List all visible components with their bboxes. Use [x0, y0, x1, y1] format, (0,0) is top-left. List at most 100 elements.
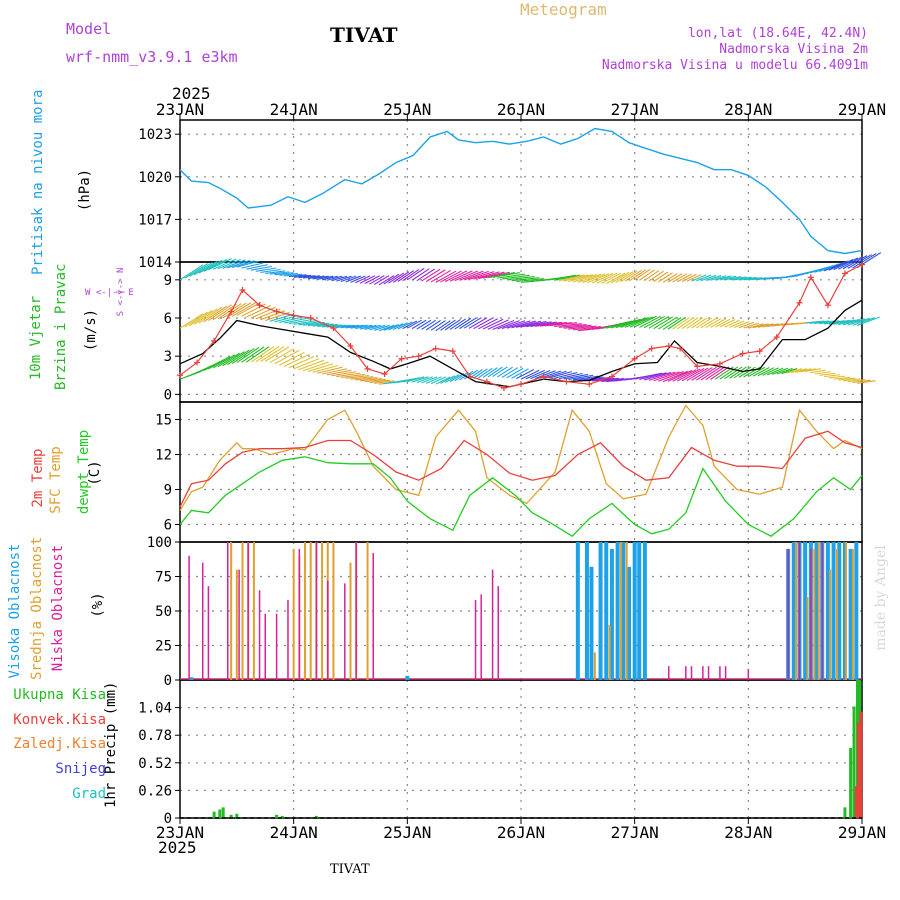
wind-barb [449, 270, 473, 282]
wind-barb [463, 369, 479, 380]
wind-gust-marker [631, 355, 638, 362]
wind-gust-marker [677, 345, 684, 352]
wind-gust-marker [256, 302, 263, 309]
wind-barb [733, 321, 750, 329]
wind-gust-marker [381, 371, 388, 377]
wind-barb [459, 317, 477, 330]
wind-barb [662, 370, 689, 383]
cloud-mid-bar [366, 542, 369, 680]
y-tick-label: 9 [164, 273, 172, 289]
wind-barb [624, 269, 642, 282]
y-tick-label: 0.52 [138, 756, 172, 772]
wind-barb [487, 272, 515, 279]
wind-barb [326, 369, 352, 376]
cloud-mid-bar [845, 542, 848, 680]
wind-barb [260, 346, 285, 362]
wind-gust-marker [648, 345, 655, 352]
cloud-low-bar [474, 599, 477, 680]
cloud-mid-bar [321, 542, 324, 680]
wind-barb [776, 367, 793, 375]
wind-barb [336, 372, 361, 378]
wind-gust-marker [290, 312, 297, 319]
wind-barb [416, 376, 433, 384]
wind-barb [397, 321, 413, 330]
y-tick-label: 0.78 [138, 728, 172, 744]
wind-barb [331, 324, 351, 328]
wind-barb [326, 275, 343, 281]
wind-barb [643, 371, 671, 381]
wind-barb [506, 320, 531, 329]
x-day-label-bottom: 28JAN [724, 823, 772, 842]
precip-legend-hail: Grad [72, 786, 106, 802]
wind-compass-we: W <-|-> E [85, 288, 134, 298]
wind-barb [691, 317, 708, 329]
wind-barb [658, 272, 673, 283]
cloud-mid-bar [806, 597, 809, 680]
wind-barb [686, 274, 702, 282]
wind-barb [487, 366, 503, 378]
wind-gust-marker [841, 270, 848, 277]
wind-barb [497, 320, 520, 330]
wind-barb [781, 368, 798, 375]
wind-barb [231, 348, 255, 365]
cloud-low-bar [707, 666, 710, 680]
cloud-mid-bar [235, 569, 238, 680]
wind-barb [212, 258, 237, 270]
wind-gust-marker [239, 287, 246, 293]
wind-barb [568, 274, 593, 283]
wind-barb [648, 270, 664, 282]
x-day-label-top: 27JAN [611, 100, 659, 119]
wind-barb [407, 319, 422, 329]
wind-barb [530, 321, 557, 328]
wind-barb [824, 374, 841, 378]
wind-barb [307, 363, 334, 372]
cloud-high-bar [803, 542, 808, 680]
precip-total-bar [280, 815, 284, 818]
wind-gust-marker [415, 353, 422, 360]
wind-barb [208, 356, 231, 370]
wind-barb [317, 275, 334, 280]
wind-barb [833, 376, 851, 380]
wind-barb [421, 268, 441, 282]
wind-gust-marker [330, 325, 337, 332]
wind-barb [492, 366, 508, 378]
wind-barb [383, 273, 400, 285]
cloud-low-bar [497, 586, 500, 680]
wind-barb [440, 270, 462, 283]
wind-barb [440, 375, 455, 384]
wind-barb [208, 304, 232, 322]
wind-barb [189, 261, 213, 277]
wind-barb [624, 317, 649, 328]
wind-gust-marker [518, 381, 524, 388]
wind-barb [643, 270, 660, 282]
cloud-mid-bar [332, 542, 335, 680]
wind-barb [378, 324, 395, 332]
cloud-low-bar [798, 542, 801, 680]
wind-gust-marker [665, 343, 672, 349]
wind-gust-marker [228, 308, 235, 315]
x-day-label-bottom: 23JAN [156, 823, 204, 842]
cloud-high-bar [615, 542, 620, 680]
cloud-low-bar [480, 594, 482, 680]
wind-barb [629, 269, 647, 281]
wind-barb [752, 367, 770, 377]
wind-barb [516, 278, 545, 283]
cloud-mid-bar [309, 542, 312, 680]
cloud-low-bar [810, 548, 812, 680]
cloud-mid-bar [795, 542, 798, 680]
wind-barb [700, 366, 721, 381]
wind-barb [520, 320, 547, 328]
wind-barb [478, 318, 498, 330]
cloud-high-bar [791, 542, 796, 680]
wind-barb [733, 366, 752, 379]
wind-barb [444, 374, 460, 383]
cloud-high-bar [621, 542, 626, 680]
wind-barb [293, 320, 317, 325]
wind-barb [345, 324, 364, 329]
wind-barb [662, 273, 678, 283]
dewpt-line [179, 456, 863, 538]
y-tick-label: 100 [147, 535, 172, 551]
wind-barb [544, 370, 567, 379]
wind-barb [284, 317, 308, 324]
wind-barb [321, 368, 348, 375]
